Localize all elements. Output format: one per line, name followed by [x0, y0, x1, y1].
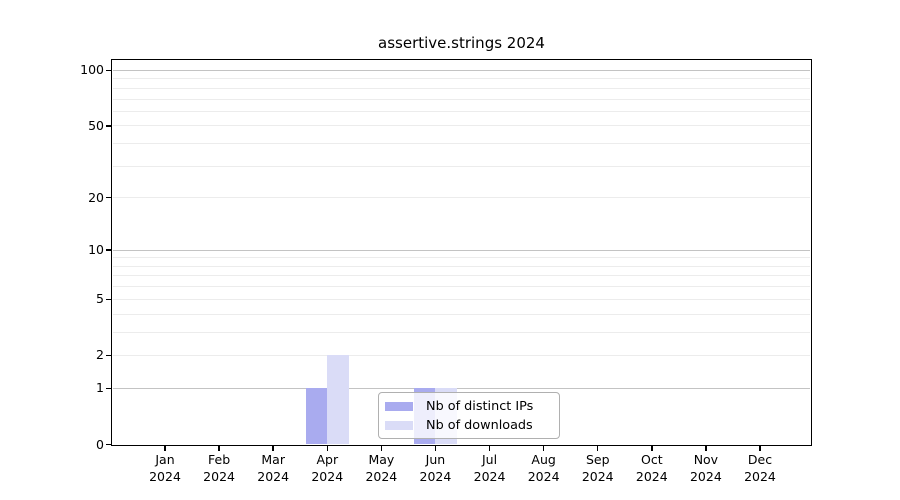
x-axis-label: Feb 2024	[187, 452, 251, 485]
y-axis-tick	[105, 125, 112, 127]
y-axis-tick	[105, 69, 112, 72]
bar-downloads	[327, 355, 349, 445]
x-axis-label: Dec 2024	[728, 452, 792, 485]
x-axis-year: 2024	[744, 468, 776, 484]
x-axis-month: Jan	[155, 452, 175, 467]
x-axis-label: Jun 2024	[403, 452, 467, 485]
x-axis-label: Mar 2024	[241, 452, 305, 485]
y-axis-tick	[105, 298, 112, 300]
x-axis-year: 2024	[257, 468, 290, 484]
y-axis-tick	[105, 354, 112, 357]
y-axis-tick	[105, 443, 112, 446]
x-axis-label: Sep 2024	[566, 452, 630, 485]
x-axis-label: Jan 2024	[133, 452, 197, 485]
legend-swatch-distinct-ips	[385, 401, 413, 411]
x-axis-tick	[597, 445, 599, 451]
minor-gridline	[113, 165, 810, 167]
minor-gridline	[113, 286, 810, 288]
x-axis-year: 2024	[365, 468, 398, 484]
minor-gridline	[113, 197, 810, 199]
minor-gridline	[113, 78, 810, 80]
x-axis-tick	[434, 445, 437, 451]
x-axis-year: 2024	[149, 468, 181, 484]
x-axis-tick	[380, 445, 383, 451]
x-axis-label: Jul 2024	[458, 452, 522, 485]
y-axis-label: 5	[96, 291, 104, 307]
x-axis-year: 2024	[527, 468, 560, 484]
x-axis-label: Oct 2024	[620, 452, 684, 485]
x-axis-label: Nov 2024	[674, 452, 738, 485]
minor-gridline	[113, 110, 810, 112]
y-axis-label: 2	[96, 347, 104, 363]
x-axis-month: Mar	[261, 452, 285, 467]
minor-gridline	[113, 87, 810, 89]
minor-gridline	[113, 354, 810, 356]
legend-swatch-downloads	[385, 420, 413, 430]
minor-gridline	[113, 275, 810, 277]
x-axis-year: 2024	[635, 468, 668, 484]
legend-item: Nb of distinct IPs	[385, 399, 553, 414]
x-axis-tick	[542, 445, 545, 451]
x-axis-month: May	[368, 452, 395, 467]
y-axis-tick	[105, 249, 112, 251]
y-axis-label: 0	[96, 436, 104, 452]
x-axis-label: Aug 2024	[512, 452, 576, 485]
x-axis-tick	[164, 445, 166, 451]
y-axis-label: 100	[80, 62, 104, 78]
x-axis-month: Feb	[208, 452, 231, 467]
y-axis-tick	[105, 197, 112, 199]
x-axis-tick	[759, 445, 761, 451]
x-axis-month: Jun	[425, 452, 446, 467]
x-axis-tick	[488, 445, 491, 451]
x-axis-tick	[272, 445, 274, 451]
legend-item: Nb of downloads	[385, 418, 553, 433]
bar-distinct-ips	[305, 388, 328, 445]
x-axis-year: 2024	[689, 468, 722, 484]
x-axis-month: Sep	[585, 452, 610, 467]
minor-gridline	[113, 265, 810, 267]
major-gridline	[113, 387, 810, 389]
x-axis-year: 2024	[311, 468, 344, 484]
x-axis-label: Apr 2024	[295, 452, 359, 485]
x-axis-tick	[218, 445, 220, 451]
y-axis-label: 20	[88, 189, 104, 205]
legend-label: Nb of distinct IPs	[426, 398, 534, 414]
minor-gridline	[113, 98, 810, 100]
y-axis-label: 50	[88, 117, 104, 133]
x-axis-year: 2024	[203, 468, 235, 484]
x-axis-month: Apr	[316, 452, 339, 467]
x-axis-label: May 2024	[349, 452, 413, 485]
legend: Nb of distinct IPs Nb of downloads	[378, 392, 560, 439]
minor-gridline	[113, 257, 810, 259]
x-axis-year: 2024	[473, 468, 506, 484]
x-axis-month: Aug	[531, 452, 556, 467]
major-gridline	[113, 69, 810, 71]
x-axis-year: 2024	[581, 468, 614, 484]
y-axis-label: 10	[88, 242, 104, 258]
minor-gridline	[113, 125, 810, 127]
chart-title: assertive.strings 2024	[378, 34, 545, 52]
legend-label: Nb of downloads	[426, 417, 533, 433]
y-axis-label: 1	[96, 380, 104, 396]
minor-gridline	[113, 313, 810, 315]
minor-gridline	[113, 143, 810, 145]
x-axis-month: Oct	[640, 452, 663, 467]
minor-gridline	[113, 331, 810, 333]
x-axis-month: Dec	[747, 452, 773, 467]
minor-gridline	[113, 298, 810, 300]
major-gridline	[113, 249, 810, 251]
plot-area: Nb of distinct IPs Nb of downloads	[113, 61, 810, 445]
x-axis-tick	[651, 445, 653, 451]
x-axis-tick	[705, 445, 707, 451]
x-axis-month: Jul	[481, 452, 498, 467]
y-axis-tick	[105, 387, 112, 390]
x-axis-month: Nov	[693, 452, 719, 467]
x-axis-tick	[326, 445, 328, 451]
x-axis-year: 2024	[419, 468, 452, 484]
